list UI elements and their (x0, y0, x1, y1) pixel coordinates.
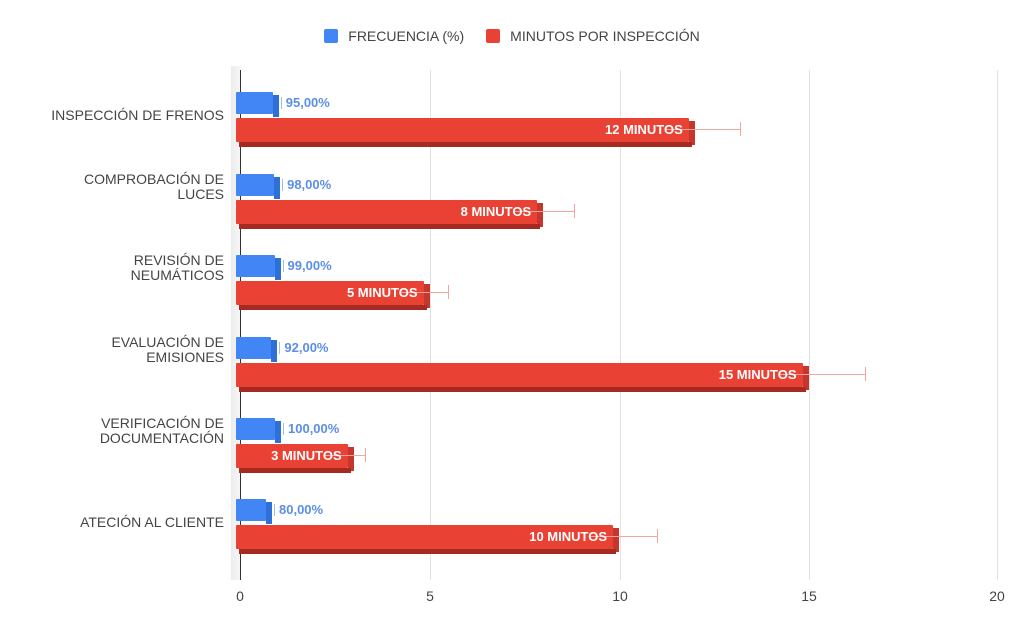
legend-item-minutos[interactable]: MINUTOS POR INSPECCIÓN (486, 28, 700, 44)
category-label: COMPROBACIÓN DE LUCES (14, 172, 224, 202)
data-label-frecuencia: 99,00% (287, 258, 332, 273)
error-bar-cap (740, 122, 742, 136)
legend-swatch-blue (324, 29, 339, 43)
category-label-line: VERIFICACIÓN DE (101, 415, 224, 431)
bar-minutos[interactable] (236, 363, 809, 392)
category-label-line: NEUMÁTICOS (130, 267, 224, 283)
legend-label: FRECUENCIA (%) (348, 28, 465, 44)
data-label-minutos: 15 MINUTOS (718, 367, 797, 382)
bar-minutos[interactable] (236, 444, 354, 473)
category-label: ATECIÓN AL CLIENTE (14, 515, 224, 530)
bar-frecuencia[interactable] (236, 92, 279, 117)
chart-3d-wall (231, 66, 240, 580)
gridline (809, 70, 810, 580)
x-tick: 15 (801, 588, 817, 604)
error-bar (664, 129, 741, 130)
bar-minutos[interactable] (236, 525, 619, 554)
category-label-line: ATECIÓN AL CLIENTE (80, 514, 224, 530)
data-label-frecuencia: 92,00% (284, 340, 329, 355)
data-label-frecuencia: 95,00% (285, 95, 330, 110)
category-label: INSPECCIÓN DE FRENOS (14, 108, 224, 123)
x-tick: 10 (612, 588, 628, 604)
category-label-line: EVALUACIÓN DE (111, 334, 224, 350)
data-label-minutos: 8 MINUTOS (460, 204, 532, 219)
error-bar (274, 504, 275, 516)
error-bar (280, 97, 282, 109)
x-tick: 20 (989, 588, 1005, 604)
data-label-frecuencia: 80,00% (279, 502, 324, 517)
category-label-line: INSPECCIÓN DE FRENOS (51, 107, 224, 123)
bar-minutos[interactable] (236, 281, 430, 310)
bar-minutos[interactable] (236, 200, 544, 229)
error-bar (282, 260, 284, 272)
error-bar (778, 374, 866, 375)
error-bar (323, 455, 366, 456)
error-bar-cap (365, 448, 367, 462)
data-label-minutos: 5 MINUTOS (346, 285, 418, 300)
gridline (997, 70, 998, 580)
error-bar-cap (865, 367, 867, 381)
data-label-minutos: 12 MINUTOS (605, 122, 683, 137)
category-label-line: DOCUMENTACIÓN (99, 430, 224, 446)
error-bar (513, 211, 574, 212)
legend-swatch-red (486, 29, 501, 43)
data-label-frecuencia: 98,00% (287, 177, 332, 192)
bar-frecuencia[interactable] (236, 499, 272, 524)
gridline (620, 70, 621, 580)
error-bar-cap (448, 285, 450, 299)
error-bar (283, 423, 284, 435)
error-bar (589, 536, 657, 537)
x-tick: 5 (426, 588, 434, 604)
category-label: REVISIÓN DE NEUMÁTICOS (14, 253, 224, 283)
bar-frecuencia[interactable] (236, 174, 281, 199)
x-tick: 0 (236, 588, 244, 604)
category-label-line: COMPROBACIÓN DE (83, 171, 224, 187)
category-label-line: EMISIONES (146, 349, 224, 365)
category-label-line: REVISIÓN DE (133, 252, 224, 268)
y-axis-line (240, 70, 241, 580)
legend: FRECUENCIA (%) MINUTOS POR INSPECCIÓN (0, 28, 1024, 44)
bar-frecuencia[interactable] (236, 255, 281, 280)
legend-label: MINUTOS POR INSPECCIÓN (510, 28, 700, 44)
gridline (430, 70, 431, 580)
data-label-minutos: 3 MINUTOS (271, 448, 342, 463)
category-label: EVALUACIÓN DE EMISIONES (14, 335, 224, 365)
error-bar-cap (656, 529, 658, 543)
bar-minutos[interactable] (236, 118, 695, 147)
category-label-line: LUCES (177, 186, 224, 202)
legend-item-frecuencia[interactable]: FRECUENCIA (%) (324, 28, 464, 44)
bar-frecuencia[interactable] (236, 418, 281, 443)
data-label-frecuencia: 100,00% (288, 421, 340, 436)
category-label: VERIFICACIÓN DE DOCUMENTACIÓN (14, 416, 224, 446)
error-bar (282, 179, 284, 191)
error-bar (279, 342, 281, 354)
data-label-minutos: 10 MINUTOS (529, 529, 607, 544)
error-bar (399, 292, 449, 293)
error-bar-cap (573, 204, 575, 218)
bar-frecuencia[interactable] (236, 337, 278, 362)
